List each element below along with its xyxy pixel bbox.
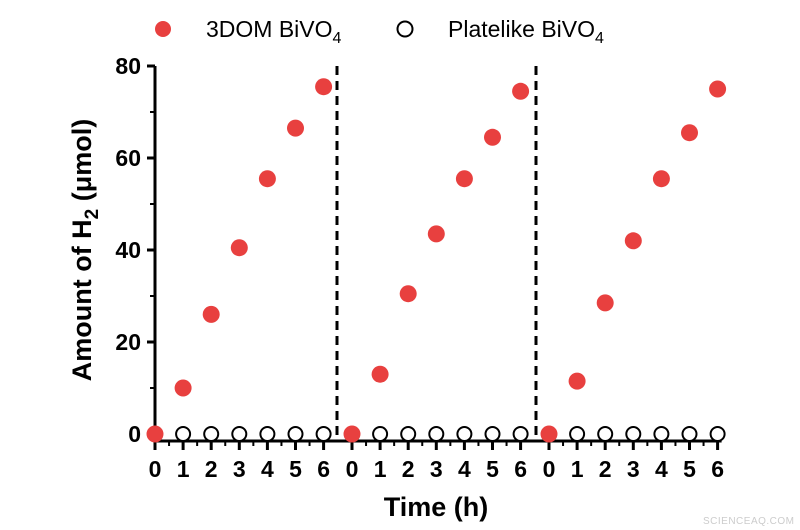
y-tick-label: 60 — [115, 145, 141, 171]
platelike-point — [203, 426, 220, 442]
platelike-point — [259, 426, 276, 442]
x-tick-label: 0 — [149, 456, 162, 482]
legend-label-3dom: 3DOM BiVO4 — [206, 16, 342, 47]
x-tick-label: 1 — [374, 456, 387, 482]
3dom-point — [455, 170, 473, 188]
x-tick-label: 1 — [571, 456, 584, 482]
y-tick-label: 20 — [115, 329, 141, 355]
3dom-point — [371, 365, 389, 383]
platelike-point — [681, 426, 698, 442]
x-tick-label: 1 — [177, 456, 190, 482]
platelike-point — [512, 426, 529, 442]
x-tick-label: 2 — [205, 456, 218, 482]
3dom-point — [709, 80, 727, 98]
3dom-point — [202, 305, 220, 323]
marks — [146, 78, 727, 443]
y-tick-label: 80 — [115, 53, 141, 79]
x-tick-label: 4 — [261, 456, 274, 482]
3dom-point — [596, 294, 614, 312]
legend: 3DOM BiVO4 Platelike BiVO4 — [155, 16, 604, 47]
platelike-point — [287, 426, 304, 442]
x-tick-label: 5 — [289, 456, 302, 482]
x-tick-label: 0 — [543, 456, 556, 482]
legend-marker-3dom — [155, 21, 171, 37]
x-tick-label: 5 — [486, 456, 499, 482]
platelike-point — [315, 426, 332, 442]
y-tick-label: 0 — [128, 421, 141, 447]
platelike-point — [484, 426, 501, 442]
3dom-point — [287, 119, 304, 137]
x-tick-label: 5 — [683, 456, 696, 482]
platelike-point — [231, 426, 248, 442]
x-tick-label: 2 — [599, 456, 612, 482]
3dom-point — [512, 82, 530, 100]
x-tick-label: 3 — [430, 456, 443, 482]
3dom-point — [540, 425, 558, 443]
3dom-point — [652, 170, 670, 188]
x-axis-label: Time (h) — [384, 492, 489, 522]
3dom-point — [427, 225, 445, 243]
x-tick-label: 0 — [346, 456, 359, 482]
3dom-point — [343, 425, 361, 443]
3dom-point — [484, 128, 501, 146]
x-tick-label: 3 — [627, 456, 640, 482]
3dom-point — [315, 78, 333, 96]
platelike-point — [625, 426, 642, 442]
3dom-point — [681, 124, 698, 142]
3dom-point — [568, 372, 586, 390]
legend-marker-platelike — [396, 20, 414, 38]
y-tick-label: 40 — [115, 237, 141, 263]
3dom-point — [258, 170, 276, 188]
platelike-point — [456, 426, 473, 442]
3dom-point — [146, 425, 164, 443]
3dom-point — [624, 232, 642, 250]
x-tick-label: 4 — [458, 456, 471, 482]
x-tick-label: 4 — [655, 456, 668, 482]
platelike-point — [428, 426, 445, 442]
platelike-point — [569, 426, 586, 442]
x-tick-label: 6 — [317, 456, 330, 482]
watermark: SCIENCEAQ.COM — [703, 516, 795, 527]
platelike-point — [400, 426, 417, 442]
platelike-point — [709, 426, 726, 442]
platelike-point — [372, 426, 389, 442]
y-axis-label: Amount of H2 (μmol) — [67, 119, 103, 382]
platelike-point — [597, 426, 614, 442]
legend-label-platelike: Platelike BiVO4 — [448, 16, 604, 47]
3dom-point — [399, 285, 417, 303]
x-tick-label: 3 — [233, 456, 246, 482]
platelike-point — [653, 426, 670, 442]
x-tick-label: 6 — [711, 456, 724, 482]
3dom-point — [230, 239, 248, 257]
platelike-point — [175, 426, 192, 442]
x-tick-label: 2 — [402, 456, 415, 482]
x-tick-label: 6 — [514, 456, 527, 482]
3dom-point — [174, 379, 192, 397]
